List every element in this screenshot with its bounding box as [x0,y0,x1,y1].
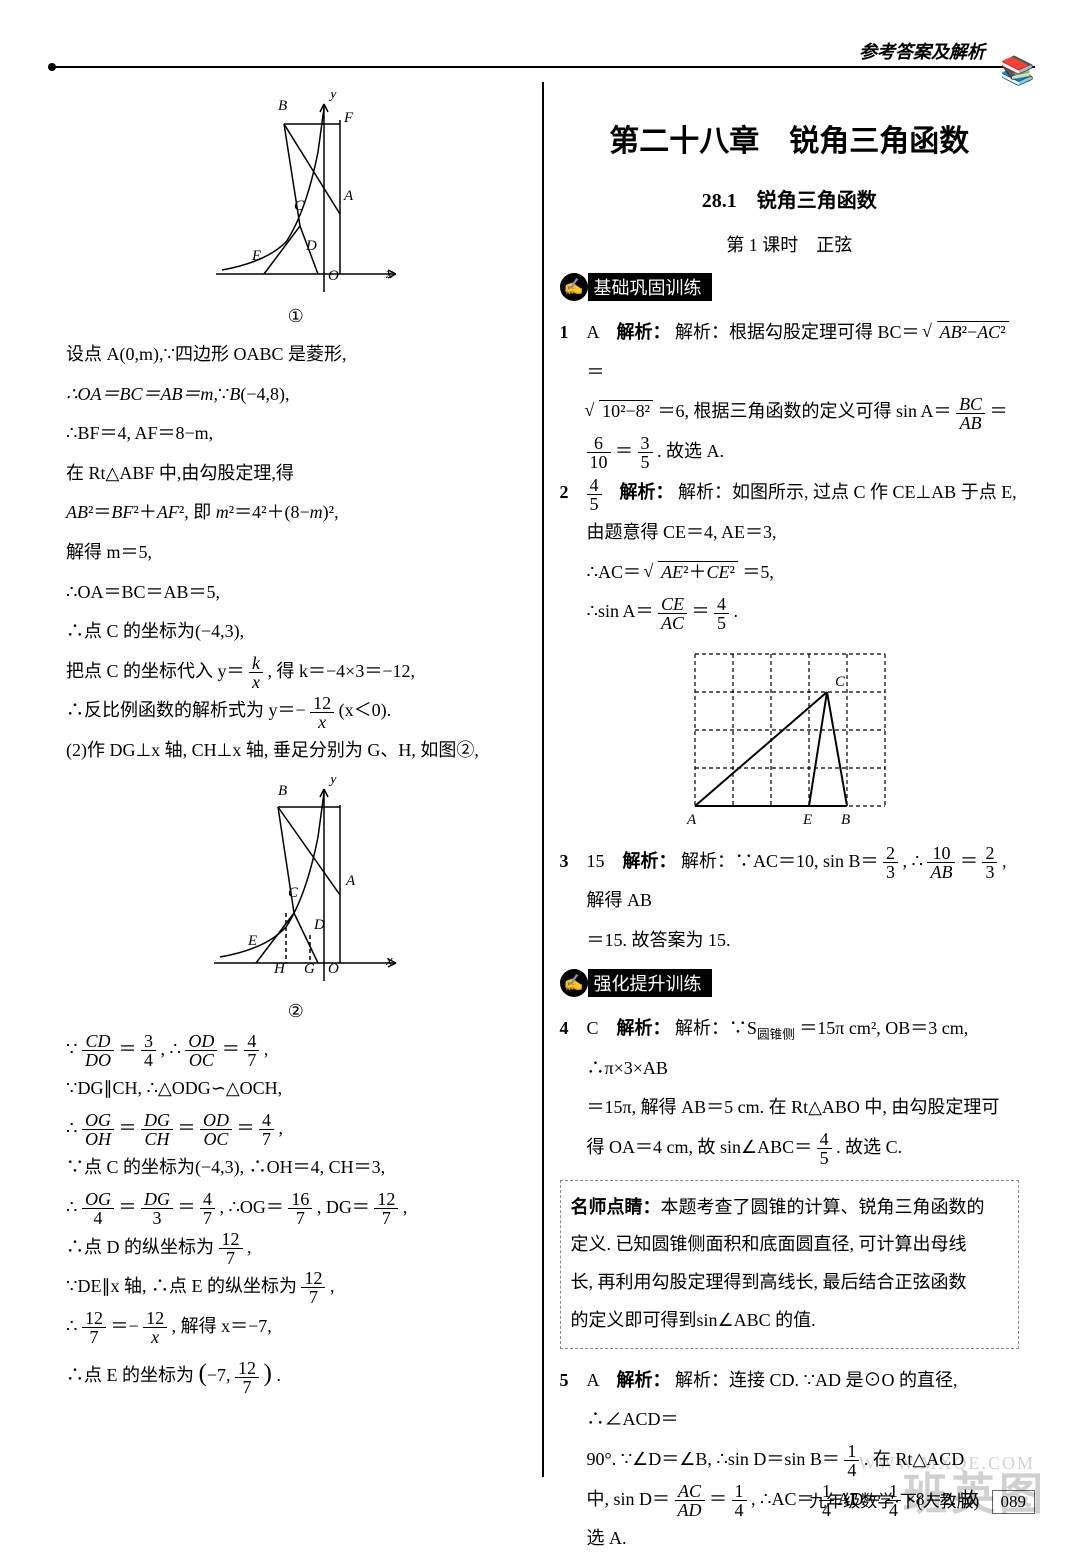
r5: ∴ OG4 ＝ DG3 ＝ 47 , ∴OG＝ 167 , DG＝ 127 , [66,1188,526,1228]
page: 参考答案及解析 📚 BFACDEOxy ① 设点 A(0,m),∵四边形 OAB… [0,0,1075,1536]
l-3: ∴BF＝4, AF＝8−m, [66,414,526,454]
svg-text:A: A [345,873,356,889]
svg-text:A: A [343,188,354,204]
pill-label: 基础巩固训练 [588,273,712,301]
svg-text:x: x [385,266,393,282]
tip-l3: 长, 再利用勾股定理得到高线长, 最后结合正弦函数 [571,1264,1009,1302]
svg-text:F: F [343,110,354,126]
q4: 4 C 解析： 解析：∵S圆锥侧 ＝15π cm², OB＝3 cm, ∴π×3… [560,1009,1020,1168]
r4: ∵点 C 的坐标为(−4,3), ∴OH＝4, CH＝3, [66,1148,526,1188]
svg-text:C: C [288,885,299,901]
t: 把点 C 的坐标代入 y＝ [66,661,245,681]
figure-3: A E B C [560,638,1020,838]
svg-text:B: B [278,783,287,799]
tip-box: 名师点睛：本题考查了圆锥的计算、锐角三角函数的 定义. 已知圆锥侧面积和底面圆直… [560,1180,1020,1349]
svg-text:A: A [686,812,697,828]
pill-advance: ✍ 强化提升训练 [560,969,1020,997]
lesson-title: 第 1 课时 正弦 [560,231,1020,257]
r8: ∴ 127 ＝− 12x , 解得 x＝−7, [66,1307,526,1347]
book-icon: 📚 [1000,54,1035,88]
tip-l4: 的定义即可得到sin∠ABC 的值. [571,1302,1009,1340]
columns: BFACDEOxy ① 设点 A(0,m),∵四边形 OABC 是菱形, ∴OA… [50,82,1035,1477]
svg-text:G: G [304,961,315,977]
q2: 2 45 解析： 解析：如图所示, 过点 C 作 CE⊥AB 于点 E, 由题意… [560,473,1020,631]
svg-text:E: E [251,248,261,264]
svg-text:D: D [305,238,317,254]
l-7: ∴OA＝BC＝AB＝5, [66,573,526,613]
svg-text:B: B [278,98,287,114]
pill-basic: ✍ 基础巩固训练 [560,273,1020,301]
tip-l2: 定义. 已知圆锥侧面积和底面圆直径, 可计算出母线 [571,1226,1009,1264]
svg-text:H: H [273,961,286,977]
pen-icon: ✍ [560,273,588,301]
l-10: ∴反比例函数的解析式为 y＝− 12x (x＜0). [66,691,526,731]
svg-text:O: O [328,961,339,977]
figure-2: By A CD EH GOx [66,777,526,997]
r7: ∵DE∥x 轴, ∴点 E 的纵坐标为 127 , [66,1267,526,1307]
svg-text:B: B [841,812,850,828]
svg-text:O: O [328,268,339,284]
header-dot [48,63,56,71]
pen-icon: ✍ [560,969,588,997]
l-9: 把点 C 的坐标代入 y＝ kx , 得 k＝−4×3＝−12, [66,652,526,692]
chapter-title: 第二十八章 锐角三角函数 [560,116,1020,160]
header-right: 参考答案及解析 [859,38,985,64]
r6: ∴点 D 的纵坐标为 127 , [66,1228,526,1268]
page-header: 参考答案及解析 📚 [50,30,1035,78]
footer-text: 九年级数学·下(人教版) [809,1492,979,1511]
t: , 得 k＝−4×3＝−12, [268,661,415,681]
r2: ∵DG∥CH, ∴△ODG∽△OCH, [66,1069,526,1109]
q1: 1 A 解析： 解析：根据勾股定理可得 BC＝ AB²−AC² ＝ 10²−8²… [560,313,1020,471]
r3: ∴ OGOH ＝ DGCH ＝ ODOC ＝ 47 , [66,1109,526,1149]
svg-text:E: E [247,933,257,949]
l-1: 设点 A(0,m),∵四边形 OABC 是菱形, [66,335,526,375]
figure-1-caption: ① [66,306,526,327]
svg-text:D: D [313,917,325,933]
svg-text:y: y [328,92,337,102]
r1: ∵ CDDO ＝ 34 , ∴ ODOC ＝ 47 , [66,1030,526,1070]
svg-text:x: x [385,953,393,969]
svg-text:C: C [835,674,846,690]
svg-text:C: C [294,198,305,214]
left-column: BFACDEOxy ① 设点 A(0,m),∵四边形 OABC 是菱形, ∴OA… [50,82,544,1477]
figure-2-caption: ② [66,1001,526,1022]
l-8: ∴点 C 的坐标为(−4,3), [66,612,526,652]
header-rule [50,66,1035,68]
l-11: (2)作 DG⊥x 轴, CH⊥x 轴, 垂足分别为 G、H, 如图②, [66,731,526,771]
figure-1: B F A C D E Ox y [66,92,526,302]
l-4: 在 Rt△ABF 中,由勾股定理,得 [66,454,526,494]
pill-label: 强化提升训练 [588,969,712,997]
t: ∴反比例函数的解析式为 y＝− [66,700,306,720]
q3: 3 15 解析： 解析：∵AC＝10, sin B＝ 23 , ∴ 10AB ＝… [560,842,1020,961]
page-number: 089 [992,1490,1036,1514]
l-6: 解得 m＝5, [66,533,526,573]
l-2: ∴OA＝BC＝AB＝m,∵B(−4,8), [66,375,526,415]
q5: 5 A 解析： 解析：连接 CD. ∵AD 是⊙O 的直径, ∴∠ACD＝ 90… [560,1361,1020,1559]
section-title: 28.1 锐角三角函数 [560,184,1020,213]
l-5: AB²＝BF²＋AF², 即 m²＝4²＋(8−m)², [66,493,526,533]
page-footer: 九年级数学·下(人教版) 089 [809,1487,1035,1514]
svg-text:E: E [802,812,812,828]
svg-text:y: y [328,777,337,787]
t: (x＜0). [339,700,392,720]
tip-l1: 名师点睛：本题考查了圆锥的计算、锐角三角函数的 [571,1189,1009,1227]
right-column: 第二十八章 锐角三角函数 28.1 锐角三角函数 第 1 课时 正弦 ✍ 基础巩… [544,82,1036,1477]
r9: ∴点 E 的坐标为 (−7, 127 ) . [66,1346,526,1401]
